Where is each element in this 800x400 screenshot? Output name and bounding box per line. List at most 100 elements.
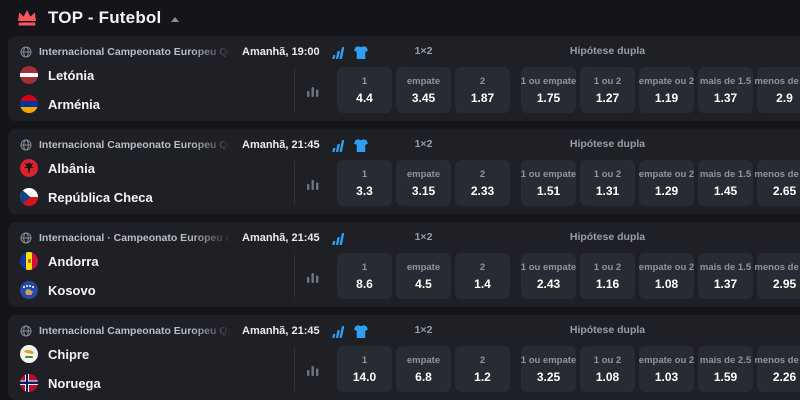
odds-button-draw[interactable]: empate 6.8 — [396, 346, 451, 392]
teams-block[interactable]: Letónia Arménia — [20, 65, 100, 114]
odds-value: 2.95 — [772, 276, 797, 291]
bar-chart-icon[interactable] — [306, 270, 320, 284]
odds-value: 1.59 — [713, 369, 738, 384]
odds-button-draw-or-2[interactable]: empate ou 2 1.29 — [639, 160, 694, 206]
odds-label: mais de 1.5 — [699, 261, 752, 273]
odds-button-1[interactable]: 1 4.4 — [337, 67, 392, 113]
section-header[interactable]: TOP - Futebol — [0, 0, 800, 36]
odds-button-under[interactable]: menos de 1.5 2.65 — [754, 160, 800, 206]
group-header-1x2: 1×2 — [414, 231, 433, 243]
jersey-icon[interactable] — [353, 324, 368, 338]
odds-button-draw-or-2[interactable]: empate ou 2 1.08 — [639, 253, 694, 299]
odds-button-1-or-2[interactable]: 1 ou 2 1.31 — [580, 160, 635, 206]
odds-label: 1 — [361, 354, 368, 366]
odds-value: 1.75 — [536, 90, 561, 105]
odds-button-1-or-draw[interactable]: 1 ou empate 1.75 — [521, 67, 576, 113]
odds-button-2[interactable]: 2 2.33 — [455, 160, 510, 206]
home-team-flag-icon — [20, 66, 38, 84]
odds-button-over[interactable]: mais de 1.5 1.37 — [698, 67, 753, 113]
team-row-home: Chipre — [20, 344, 101, 364]
odds-button-1[interactable]: 1 8.6 — [337, 253, 392, 299]
odds-button-draw-or-2[interactable]: empate ou 2 1.19 — [639, 67, 694, 113]
odds-button-draw[interactable]: empate 3.15 — [396, 160, 451, 206]
odds-value: 1.16 — [595, 276, 620, 291]
group-header-double-chance: Hipótese dupla — [569, 138, 646, 150]
home-team-flag-icon — [20, 345, 38, 363]
odds-button-1[interactable]: 1 3.3 — [337, 160, 392, 206]
odds-label: 2 — [479, 75, 486, 87]
away-team-name: Arménia — [48, 96, 101, 112]
group-header-1x2: 1×2 — [414, 324, 433, 336]
odds-button-draw-or-2[interactable]: empate ou 2 1.03 — [639, 346, 694, 392]
league-row: Internacional · Campeonato Europeu Quali… — [20, 230, 345, 246]
teams-block[interactable]: Andorra Kosovo — [20, 251, 99, 300]
home-team-flag-icon — [20, 159, 38, 177]
stats-trend-icon[interactable] — [331, 139, 345, 152]
odds-value: 4.5 — [415, 276, 432, 291]
match-time: Amanhã, 21:45 — [242, 139, 320, 151]
odds-button-1-or-draw[interactable]: 1 ou empate 1.51 — [521, 160, 576, 206]
home-team-name: Albânia — [48, 160, 95, 176]
odds-label: 2 — [479, 261, 486, 273]
odds-button-2[interactable]: 2 1.4 — [455, 253, 510, 299]
odds-button-under[interactable]: menos de 2.5 2.26 — [754, 346, 800, 392]
teams-block[interactable]: Chipre Noruega — [20, 344, 101, 393]
globe-icon — [20, 325, 32, 337]
bar-chart-icon[interactable] — [306, 177, 320, 191]
league-row: Internacional Campeonato Europeu Qualifi… — [20, 44, 368, 60]
globe-icon — [20, 46, 32, 58]
bar-chart-icon[interactable] — [306, 84, 320, 98]
divider — [294, 254, 295, 298]
away-team-name: Kosovo — [48, 282, 96, 298]
odds-button-draw[interactable]: empate 3.45 — [396, 67, 451, 113]
match-card: Internacional Campeonato Europeu Qualifi… — [8, 36, 800, 121]
odds-button-1-or-2[interactable]: 1 ou 2 1.16 — [580, 253, 635, 299]
odds-label: 1 — [361, 168, 368, 180]
odds-label: empate — [406, 168, 441, 180]
home-team-name: Letónia — [48, 67, 95, 83]
odds-button-1-or-2[interactable]: 1 ou 2 1.08 — [580, 346, 635, 392]
odds-button-under[interactable]: menos de 1.5 2.9 — [754, 67, 800, 113]
odds-button-draw[interactable]: empate 4.5 — [396, 253, 451, 299]
odds-button-1-or-2[interactable]: 1 ou 2 1.27 — [580, 67, 635, 113]
stats-trend-icon[interactable] — [331, 46, 345, 59]
teams-block[interactable]: Albânia República Checa — [20, 158, 153, 207]
group-header-double-chance: Hipótese dupla — [569, 231, 646, 243]
league-row: Internacional Campeonato Europeu Qualifi… — [20, 137, 368, 153]
team-row-home: Albânia — [20, 158, 153, 178]
odds-value: 2.43 — [536, 276, 561, 291]
odds-value: 1.29 — [654, 183, 679, 198]
odds-value: 1.87 — [470, 90, 495, 105]
odds-button-1[interactable]: 1 14.0 — [337, 346, 392, 392]
odds-label: empate ou 2 — [638, 75, 695, 87]
odds-button-2[interactable]: 2 1.87 — [455, 67, 510, 113]
away-team-flag-icon — [20, 281, 38, 299]
odds-value: 1.2 — [474, 369, 491, 384]
away-team-name: Noruega — [48, 375, 101, 391]
odds-label: menos de 2.5 — [754, 354, 800, 366]
stats-trend-icon[interactable] — [331, 325, 345, 338]
collapse-caret-icon[interactable] — [171, 16, 180, 22]
bar-chart-icon[interactable] — [306, 363, 320, 377]
odds-label: 1 ou empate — [520, 75, 577, 87]
jersey-icon[interactable] — [353, 45, 368, 59]
odds-button-1-or-draw[interactable]: 1 ou empate 2.43 — [521, 253, 576, 299]
odds-label: 1 ou 2 — [593, 354, 622, 366]
odds-label: 1 ou 2 — [593, 168, 622, 180]
jersey-icon[interactable] — [353, 138, 368, 152]
odds-button-over[interactable]: mais de 2.5 1.59 — [698, 346, 753, 392]
odds-value: 2.33 — [470, 183, 495, 198]
odds-button-under[interactable]: menos de 1.5 2.95 — [754, 253, 800, 299]
odds-button-over[interactable]: mais de 1.5 1.45 — [698, 160, 753, 206]
group-header-1x2: 1×2 — [414, 45, 433, 57]
page-title: TOP - Futebol — [48, 8, 162, 27]
odds-value: 1.08 — [595, 369, 620, 384]
odds-button-2[interactable]: 2 1.2 — [455, 346, 510, 392]
odds-label: empate — [406, 354, 441, 366]
odds-button-1-or-draw[interactable]: 1 ou empate 3.25 — [521, 346, 576, 392]
odds-button-over[interactable]: mais de 1.5 1.37 — [698, 253, 753, 299]
odds-label: 2 — [479, 168, 486, 180]
stats-trend-icon[interactable] — [331, 232, 345, 245]
globe-icon — [20, 232, 32, 244]
odds-label: mais de 1.5 — [699, 168, 752, 180]
